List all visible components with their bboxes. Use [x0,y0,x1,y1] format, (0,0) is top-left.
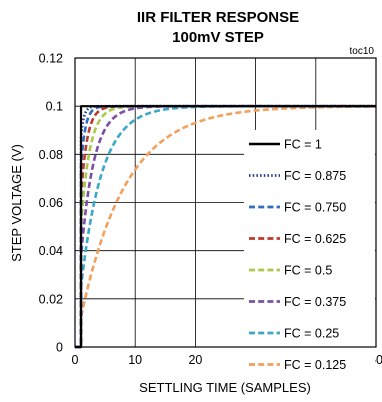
y-axis-label: STEP VOLTAGE (V) [9,144,24,262]
y-tick-label: 0.02 [39,292,63,306]
x-tick-label: 20 [188,353,202,367]
x-tick-label: 10 [128,353,142,367]
legend-background [244,130,375,377]
legend-label: FC = 0.750 [284,201,346,215]
plot-frame [74,57,377,348]
chart-subtitle: 100mV STEP [172,29,264,46]
legend-label: FC = 0.375 [284,295,346,309]
y-tick-label: 0 [56,341,63,355]
y-tick-label: 0.08 [39,148,63,162]
series-line [75,105,377,349]
legend-label: FC = 1 [284,138,322,152]
y-tick-label: 0.12 [39,52,63,66]
legend-label: FC = 0.625 [284,232,346,246]
legend-label: FC = 0.5 [284,264,332,278]
y-tick-label: 0.06 [39,196,63,210]
legend: FC = 1 FC = 0.875 FC = 0.750 FC = 0.625 FC =… [249,138,346,372]
y-tick-label: 0.1 [46,100,63,114]
chart-title: IIR FILTER RESPONSE [137,9,299,26]
x-axis-label: SETTLING TIME (SAMPLES) [139,380,311,395]
y-tick-label: 0.04 [39,244,63,258]
legend-label: FC = 0.25 [284,327,339,341]
series-line [75,105,377,349]
x-tick-label: 0 [72,353,79,367]
series-lines [75,104,377,349]
figure-tag: toc10 [350,46,375,57]
legend-label: FC = 0.875 [284,169,346,183]
legend-label: FC = 0.125 [284,358,346,372]
